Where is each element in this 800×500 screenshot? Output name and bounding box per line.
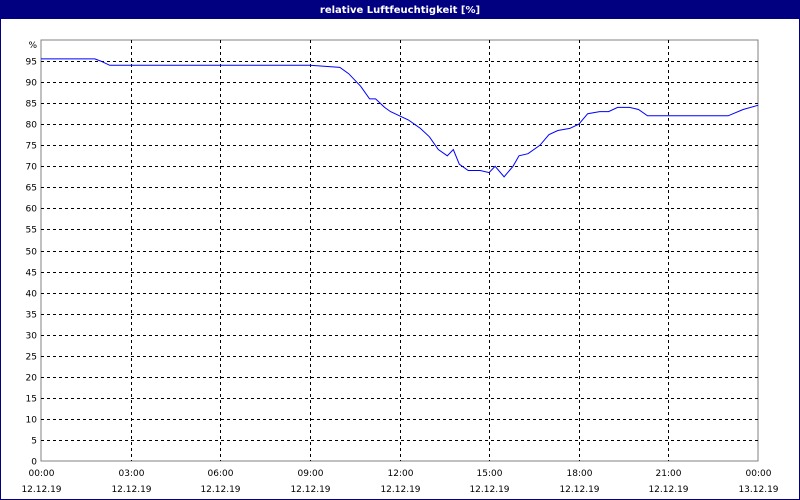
y-tick-label: 55 <box>26 226 37 236</box>
y-tick-label: 5 <box>31 437 37 447</box>
y-tick-label: 50 <box>26 248 38 258</box>
y-axis-unit: % <box>28 41 37 51</box>
plot-area <box>40 39 759 462</box>
y-tick-label: 40 <box>26 290 38 300</box>
x-tick-time: 00:00 <box>29 469 55 479</box>
x-tick-date: 13.12.19 <box>738 485 778 495</box>
y-tick-label: 85 <box>26 100 37 110</box>
y-tick-label: 95 <box>26 58 37 68</box>
y-tick-label: 30 <box>26 332 38 342</box>
y-tick-label: 80 <box>26 121 38 131</box>
x-tick-date: 12.12.19 <box>21 485 61 495</box>
y-tick-label: 70 <box>26 163 38 173</box>
y-tick-label: 45 <box>26 269 37 279</box>
x-tick-time: 09:00 <box>298 469 324 479</box>
x-tick-date: 12.12.19 <box>380 485 420 495</box>
y-tick-label: 75 <box>26 142 37 152</box>
x-tick-date: 12.12.19 <box>559 485 599 495</box>
x-tick-time: 03:00 <box>119 469 145 479</box>
y-tick-label: 20 <box>26 374 38 384</box>
x-tick-date: 12.12.19 <box>648 485 688 495</box>
x-tick-date: 12.12.19 <box>469 485 509 495</box>
y-tick-label: 25 <box>26 353 37 363</box>
x-tick-date: 12.12.19 <box>111 485 151 495</box>
y-tick-label: 35 <box>26 311 37 321</box>
x-tick-time: 18:00 <box>567 469 593 479</box>
y-tick-label: 10 <box>26 416 38 426</box>
humidity-series-line <box>41 58 759 178</box>
y-tick-label: 90 <box>26 79 38 89</box>
y-tick-label: 65 <box>26 184 37 194</box>
x-tick-time: 15:00 <box>477 469 503 479</box>
x-tick-time: 21:00 <box>656 469 682 479</box>
chart-title: relative Luftfeuchtigkeit [%] <box>1 1 799 19</box>
y-tick-label: 0 <box>31 458 37 468</box>
y-tick-label: 15 <box>26 395 37 405</box>
x-tick-time: 06:00 <box>208 469 234 479</box>
x-tick-date: 12.12.19 <box>200 485 240 495</box>
x-tick-time: 00:00 <box>746 469 772 479</box>
x-tick-time: 12:00 <box>388 469 414 479</box>
x-tick-date: 12.12.19 <box>290 485 330 495</box>
y-tick-label: 60 <box>26 205 38 215</box>
